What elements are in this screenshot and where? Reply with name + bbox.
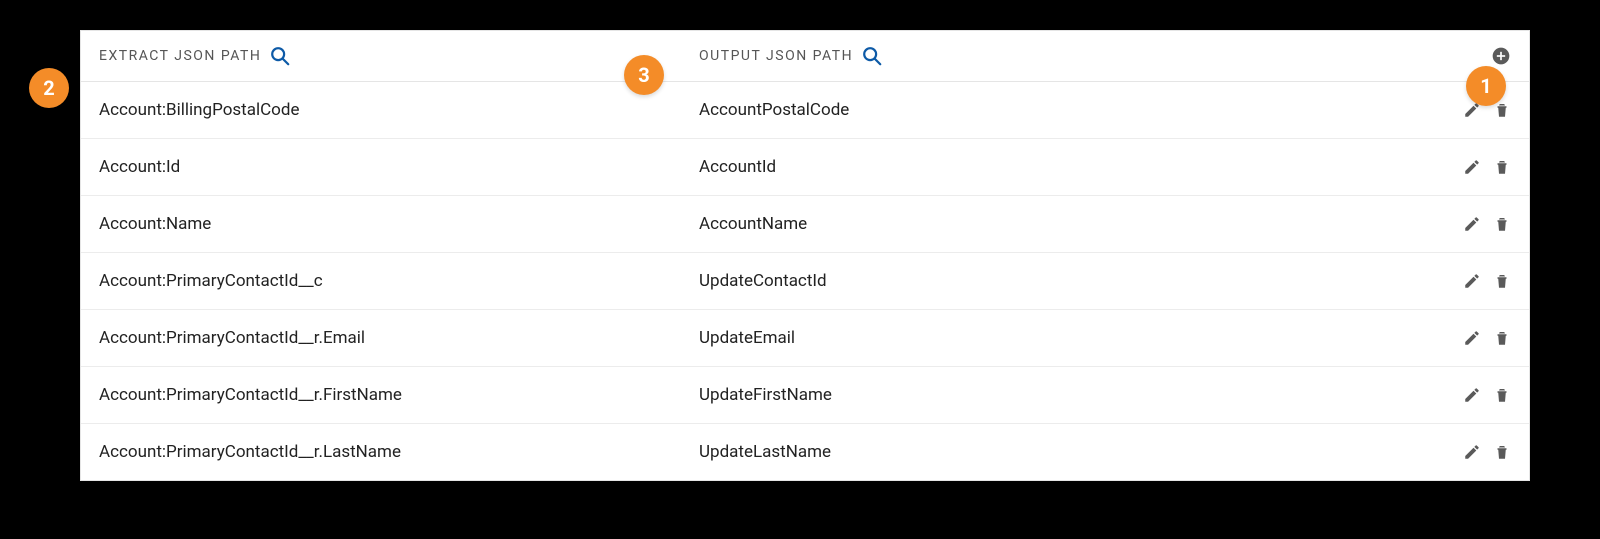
trash-icon[interactable] [1493, 215, 1511, 233]
trash-icon[interactable] [1493, 158, 1511, 176]
output-path-cell: AccountId [699, 157, 1431, 177]
extract-path-cell: Account:PrimaryContactId__r.FirstName [99, 385, 699, 405]
search-icon[interactable] [861, 45, 883, 67]
extract-header-cell: EXTRACT JSON PATH [99, 45, 699, 67]
extract-path-cell: Account:Name [99, 214, 699, 234]
callout-badge: 2 [29, 68, 69, 108]
output-path-cell: AccountName [699, 214, 1431, 234]
output-path-cell: UpdateEmail [699, 328, 1431, 348]
rows-container: Account:BillingPostalCodeAccountPostalCo… [81, 82, 1529, 480]
row-actions [1431, 329, 1511, 347]
extract-path-cell: Account:PrimaryContactId__r.LastName [99, 442, 699, 462]
table-header: EXTRACT JSON PATH OUTPUT JSON PATH [81, 31, 1529, 82]
row-actions [1431, 215, 1511, 233]
trash-icon[interactable] [1493, 386, 1511, 404]
table-row: Account:PrimaryContactId__r.EmailUpdateE… [81, 310, 1529, 367]
table-row: Account:PrimaryContactId__r.FirstNameUpd… [81, 367, 1529, 424]
table-row: Account:PrimaryContactId__r.LastNameUpda… [81, 424, 1529, 480]
pencil-icon[interactable] [1463, 443, 1481, 461]
extract-path-cell: Account:PrimaryContactId__r.Email [99, 328, 699, 348]
plus-icon[interactable] [1491, 46, 1511, 66]
row-actions [1431, 158, 1511, 176]
pencil-icon[interactable] [1463, 215, 1481, 233]
output-path-cell: UpdateLastName [699, 442, 1431, 462]
extract-header-label: EXTRACT JSON PATH [99, 48, 261, 64]
output-path-cell: UpdateFirstName [699, 385, 1431, 405]
row-actions [1431, 386, 1511, 404]
output-path-cell: UpdateContactId [699, 271, 1431, 291]
extract-path-cell: Account:BillingPostalCode [99, 100, 699, 120]
output-header-label: OUTPUT JSON PATH [699, 48, 853, 64]
table-row: Account:IdAccountId [81, 139, 1529, 196]
trash-icon[interactable] [1493, 329, 1511, 347]
table-row: Account:BillingPostalCodeAccountPostalCo… [81, 82, 1529, 139]
trash-icon[interactable] [1493, 101, 1511, 119]
mapping-panel: EXTRACT JSON PATH OUTPUT JSON PATH [80, 30, 1530, 481]
header-actions [1431, 46, 1511, 66]
row-actions [1431, 272, 1511, 290]
pencil-icon[interactable] [1463, 386, 1481, 404]
screenshot-root: EXTRACT JSON PATH OUTPUT JSON PATH [0, 30, 1600, 481]
output-header-cell: OUTPUT JSON PATH [699, 45, 1431, 67]
callout-badge: 3 [624, 55, 664, 95]
extract-path-cell: Account:Id [99, 157, 699, 177]
row-actions [1431, 443, 1511, 461]
table-row: Account:PrimaryContactId__cUpdateContact… [81, 253, 1529, 310]
callout-badge: 1 [1466, 66, 1506, 106]
pencil-icon[interactable] [1463, 272, 1481, 290]
row-actions [1431, 101, 1511, 119]
search-icon[interactable] [269, 45, 291, 67]
extract-path-cell: Account:PrimaryContactId__c [99, 271, 699, 291]
pencil-icon[interactable] [1463, 329, 1481, 347]
output-path-cell: AccountPostalCode [699, 100, 1431, 120]
pencil-icon[interactable] [1463, 158, 1481, 176]
trash-icon[interactable] [1493, 443, 1511, 461]
table-row: Account:NameAccountName [81, 196, 1529, 253]
trash-icon[interactable] [1493, 272, 1511, 290]
